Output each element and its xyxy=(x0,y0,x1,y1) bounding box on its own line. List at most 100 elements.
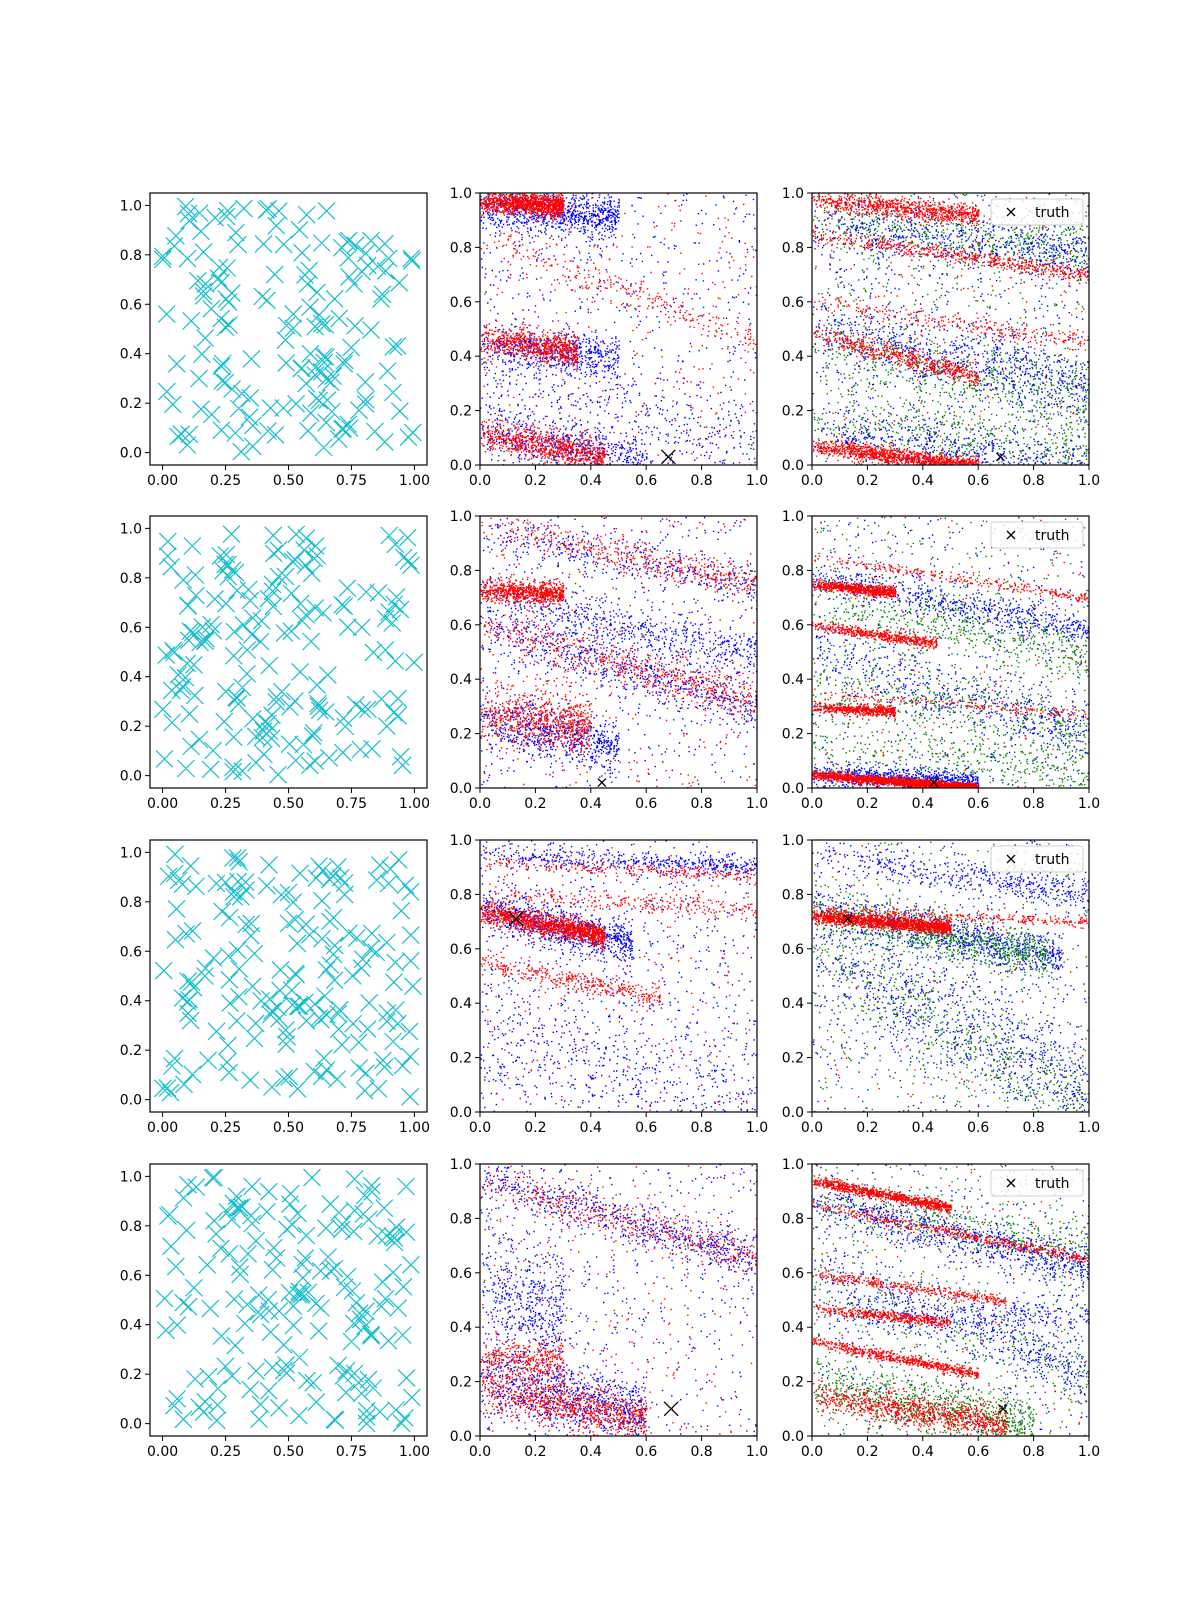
samples-blue xyxy=(813,840,1091,1113)
y-tick-label: 0.6 xyxy=(782,1266,804,1282)
y-tick-label: 1.0 xyxy=(450,186,472,202)
x-tick-label: 0.2 xyxy=(524,1444,546,1460)
x-tick-label: 1.00 xyxy=(399,796,430,812)
y-tick-label: 0.4 xyxy=(782,349,804,365)
sample-points xyxy=(481,841,759,1113)
x-axis: 0.0 0.2 0.4 0.6 0.8 1.0 xyxy=(801,1436,1100,1460)
y-tick-label: 0.4 xyxy=(120,1318,142,1334)
y-axis: 0.00.20.40.60.81.0 xyxy=(120,1169,150,1432)
plot-area xyxy=(480,516,758,789)
y-axis: 0.00.20.40.60.81.0 xyxy=(450,833,480,1121)
y-tick-label: 0.2 xyxy=(450,727,472,743)
subplot-r3-c2: 0.0 0.2 0.4 0.6 0.8 1.00.00.20.40.60.81.0 xyxy=(450,833,768,1136)
x-tick-label: 0.25 xyxy=(210,473,241,489)
candidates-cyan xyxy=(154,198,421,460)
x-axis: 0.00 0.25 0.50 0.75 1.00 xyxy=(147,788,430,812)
y-tick-label: 0.8 xyxy=(450,1211,472,1227)
x-tick-label: 0.75 xyxy=(336,1120,367,1136)
candidates-cyan xyxy=(154,526,422,784)
plot-area xyxy=(154,198,421,460)
x-axis: 0.00 0.25 0.50 0.75 1.00 xyxy=(147,1112,430,1136)
x-tick-label: 0.2 xyxy=(856,473,878,489)
sample-points xyxy=(813,840,1091,1113)
x-tick-label: 0.00 xyxy=(147,1444,178,1460)
subplot-r1-c1: 0.00 0.25 0.50 0.75 1.000.00.20.40.60.81.0 xyxy=(120,193,430,489)
x-tick-label: 1.00 xyxy=(399,1120,430,1136)
x-tick-label: 0.4 xyxy=(580,796,602,812)
sample-points xyxy=(480,840,758,1113)
y-axis: 0.00.20.40.60.81.0 xyxy=(782,509,812,797)
x-tick-label: 0.2 xyxy=(524,1120,546,1136)
y-tick-label: 0.6 xyxy=(782,295,804,311)
x-tick-label: 0.75 xyxy=(336,796,367,812)
x-tick-label: 1.0 xyxy=(1078,1444,1100,1460)
x-tick-label: 0.2 xyxy=(856,796,878,812)
x-tick-label: 0.4 xyxy=(580,1120,602,1136)
x-tick-label: 0.25 xyxy=(210,1444,241,1460)
y-tick-label: 0.0 xyxy=(450,1429,472,1445)
legend: truth xyxy=(991,199,1083,225)
axes-frame xyxy=(150,193,427,465)
x-tick-label: 0.4 xyxy=(912,473,934,489)
candidate-markers xyxy=(154,526,422,784)
y-tick-label: 1.0 xyxy=(120,198,142,214)
sample-points xyxy=(812,517,1090,789)
y-tick-label: 0.6 xyxy=(120,297,142,313)
y-tick-label: 0.8 xyxy=(782,563,804,579)
y-tick-label: 0.6 xyxy=(450,1266,472,1282)
y-tick-label: 0.6 xyxy=(120,620,142,636)
y-tick-label: 0.0 xyxy=(782,1105,804,1121)
y-tick-label: 0.6 xyxy=(450,295,472,311)
y-tick-label: 0.0 xyxy=(782,458,804,474)
x-tick-label: 0.0 xyxy=(469,1120,491,1136)
sample-points xyxy=(812,517,1089,790)
subplot-r3-c1: 0.00 0.25 0.50 0.75 1.000.00.20.40.60.81.0 xyxy=(120,840,430,1136)
subplot-r4-c2: 0.0 0.2 0.4 0.6 0.8 1.00.00.20.40.60.81.0 xyxy=(450,1157,768,1460)
y-tick-label: 1.0 xyxy=(450,1157,472,1173)
x-tick-label: 0.6 xyxy=(967,1120,989,1136)
subplot-r1-c2: 0.0 0.2 0.4 0.6 0.8 1.00.00.20.40.60.81.0 xyxy=(450,186,768,489)
x-tick-label: 0.8 xyxy=(1022,1444,1044,1460)
y-tick-label: 0.4 xyxy=(450,672,472,688)
legend-label: truth xyxy=(1035,1176,1069,1192)
x-axis: 0.0 0.2 0.4 0.6 0.8 1.0 xyxy=(469,465,768,489)
plot-area xyxy=(812,516,1090,789)
x-tick-label: 0.0 xyxy=(801,473,823,489)
y-tick-label: 0.6 xyxy=(782,942,804,958)
plot-area xyxy=(812,193,1090,466)
y-tick-label: 0.6 xyxy=(450,618,472,634)
y-tick-label: 0.6 xyxy=(782,618,804,634)
y-tick-label: 0.8 xyxy=(120,571,142,587)
y-tick-label: 0.4 xyxy=(120,347,142,363)
x-tick-label: 0.4 xyxy=(912,796,934,812)
plot-area xyxy=(154,846,421,1106)
samples-red xyxy=(812,517,1089,790)
x-tick-label: 0.4 xyxy=(580,473,602,489)
x-axis: 0.0 0.2 0.4 0.6 0.8 1.0 xyxy=(469,1436,768,1460)
y-tick-label: 0.2 xyxy=(120,1043,142,1059)
y-tick-label: 0.0 xyxy=(782,1429,804,1445)
x-tick-label: 0.25 xyxy=(210,796,241,812)
y-tick-label: 0.2 xyxy=(450,1375,472,1391)
subplot-r4-c1: 0.00 0.25 0.50 0.75 1.000.00.20.40.60.81.0 xyxy=(120,1164,430,1460)
y-tick-label: 0.8 xyxy=(450,887,472,903)
x-tick-label: 0.4 xyxy=(580,1444,602,1460)
y-axis: 0.00.20.40.60.81.0 xyxy=(782,186,812,474)
x-tick-label: 0.00 xyxy=(147,1120,178,1136)
samples-red xyxy=(481,841,759,1113)
candidates-cyan xyxy=(154,846,421,1106)
plot-area xyxy=(812,840,1090,1113)
y-tick-label: 1.0 xyxy=(782,833,804,849)
y-tick-label: 0.0 xyxy=(450,458,472,474)
x-tick-label: 0.50 xyxy=(273,796,304,812)
subplot-r2-c1: 0.00 0.25 0.50 0.75 1.000.00.20.40.60.81.0 xyxy=(120,516,430,812)
subplot-r2-c2: 0.0 0.2 0.4 0.6 0.8 1.00.00.20.40.60.81.0 xyxy=(450,509,768,812)
x-tick-label: 0.8 xyxy=(690,473,712,489)
x-tick-label: 0.75 xyxy=(336,1444,367,1460)
y-tick-label: 0.2 xyxy=(120,396,142,412)
x-tick-label: 0.2 xyxy=(856,1444,878,1460)
x-tick-label: 1.0 xyxy=(746,1120,768,1136)
y-tick-label: 1.0 xyxy=(120,521,142,537)
y-tick-label: 0.2 xyxy=(120,1367,142,1383)
